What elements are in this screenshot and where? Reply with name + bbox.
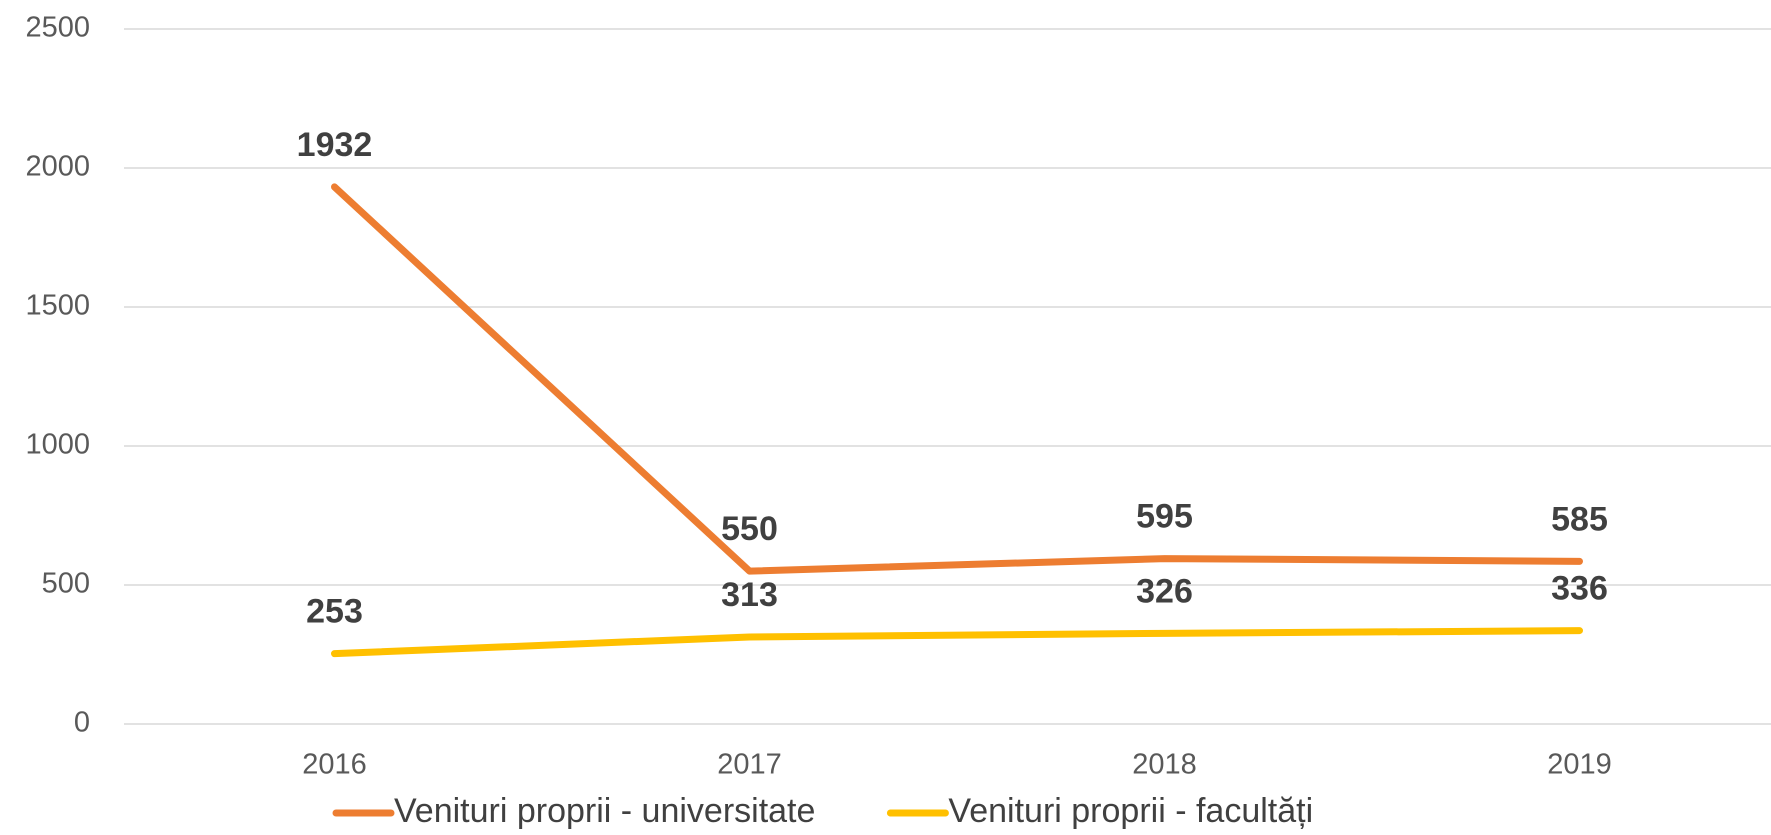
y-tick-label: 1500 [25, 290, 90, 322]
data-label: 550 [721, 510, 778, 548]
data-label: 595 [1136, 498, 1193, 536]
y-tick-label: 0 [74, 707, 90, 739]
x-tick-label: 2019 [1547, 749, 1612, 781]
x-tick-label: 2018 [1132, 749, 1197, 781]
data-label: 253 [306, 593, 363, 631]
data-label: 313 [721, 576, 778, 614]
data-label: 326 [1136, 572, 1193, 610]
x-tick-label: 2017 [717, 749, 782, 781]
y-tick-label: 500 [42, 568, 90, 600]
data-label: 336 [1551, 570, 1608, 608]
data-label: 585 [1551, 500, 1608, 538]
y-tick-label: 2500 [25, 12, 90, 44]
y-tick-label: 2000 [25, 151, 90, 183]
series-line [331, 627, 1583, 658]
series-line [331, 183, 1583, 575]
y-tick-label: 1000 [25, 429, 90, 461]
x-tick-label: 2016 [302, 749, 367, 781]
legend-label: Venituri proprii - universitate [394, 792, 815, 830]
data-label: 1932 [297, 126, 373, 164]
legend-label: Venituri proprii - facultăți [948, 792, 1313, 830]
